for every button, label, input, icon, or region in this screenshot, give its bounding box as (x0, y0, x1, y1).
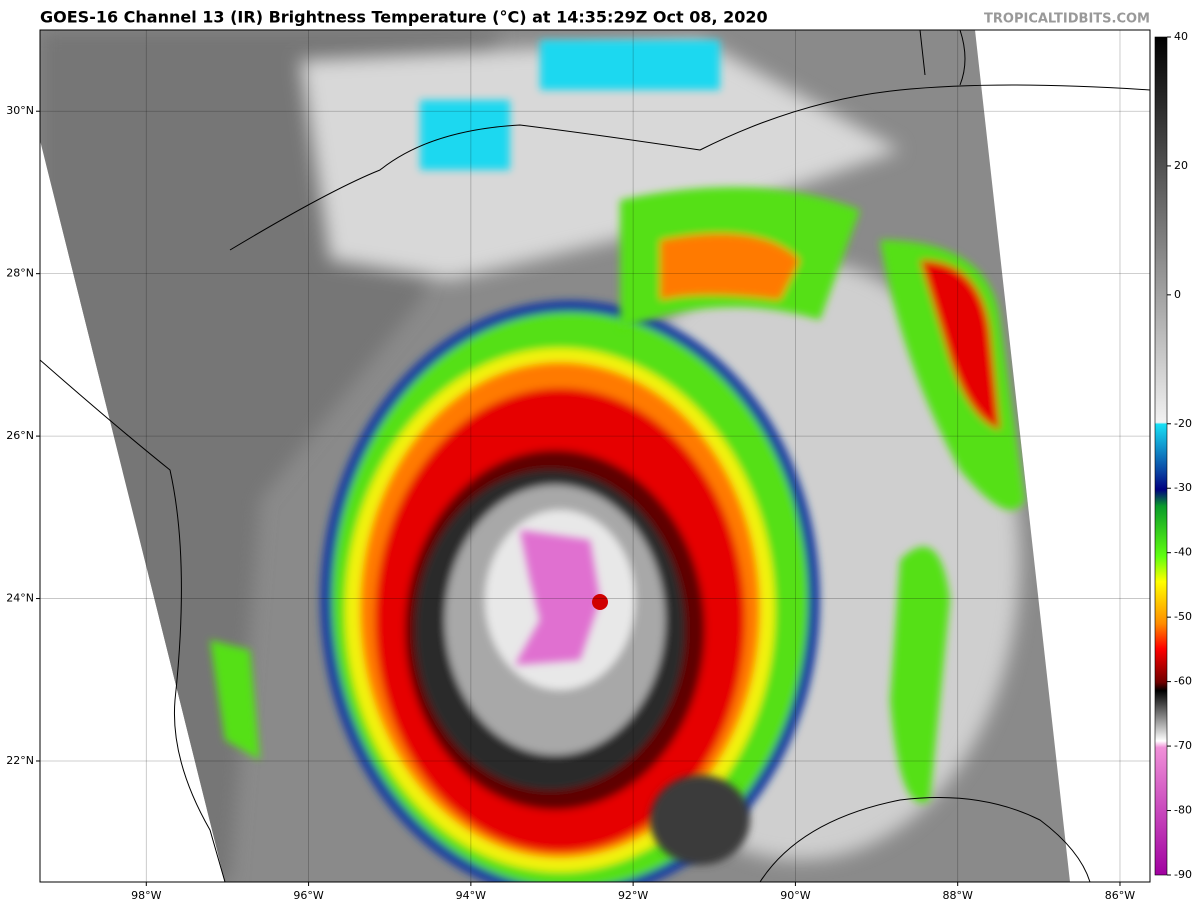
colorbar-label: 40 (1174, 30, 1188, 43)
colorbar-label: -50 (1174, 610, 1192, 623)
coastline (40, 30, 1150, 882)
map-image (40, 30, 1150, 882)
lon-label: 88°W (943, 889, 973, 902)
map-frame (39, 29, 1151, 883)
lat-label: 28°N (6, 267, 34, 280)
colorbar-label: -60 (1174, 675, 1192, 688)
colorbar-label: -30 (1174, 481, 1192, 494)
credit: TROPICALTIDBITS.COM (984, 12, 1150, 27)
lat-label: 30°N (6, 104, 34, 117)
colorbar-label: -40 (1174, 546, 1192, 559)
lat-label: 26°N (6, 429, 34, 442)
colorbar-label: -80 (1174, 804, 1192, 817)
colorbar-label: -70 (1174, 739, 1192, 752)
lon-label: 92°W (618, 889, 648, 902)
lon-label: 86°W (1105, 889, 1135, 902)
lon-label: 98°W (131, 889, 161, 902)
colorbar-label: -20 (1174, 417, 1192, 430)
lat-label: 24°N (6, 592, 34, 605)
title: GOES-16 Channel 13 (IR) Brightness Tempe… (40, 8, 768, 27)
colorbar-label: 20 (1174, 159, 1188, 172)
lon-label: 94°W (456, 889, 486, 902)
lon-label: 96°W (293, 889, 323, 902)
colorbar-label: 0 (1174, 288, 1181, 301)
lon-label: 90°W (780, 889, 810, 902)
lat-label: 22°N (6, 754, 34, 767)
colorbar (1154, 36, 1168, 876)
colorbar-label: -90 (1174, 868, 1192, 881)
